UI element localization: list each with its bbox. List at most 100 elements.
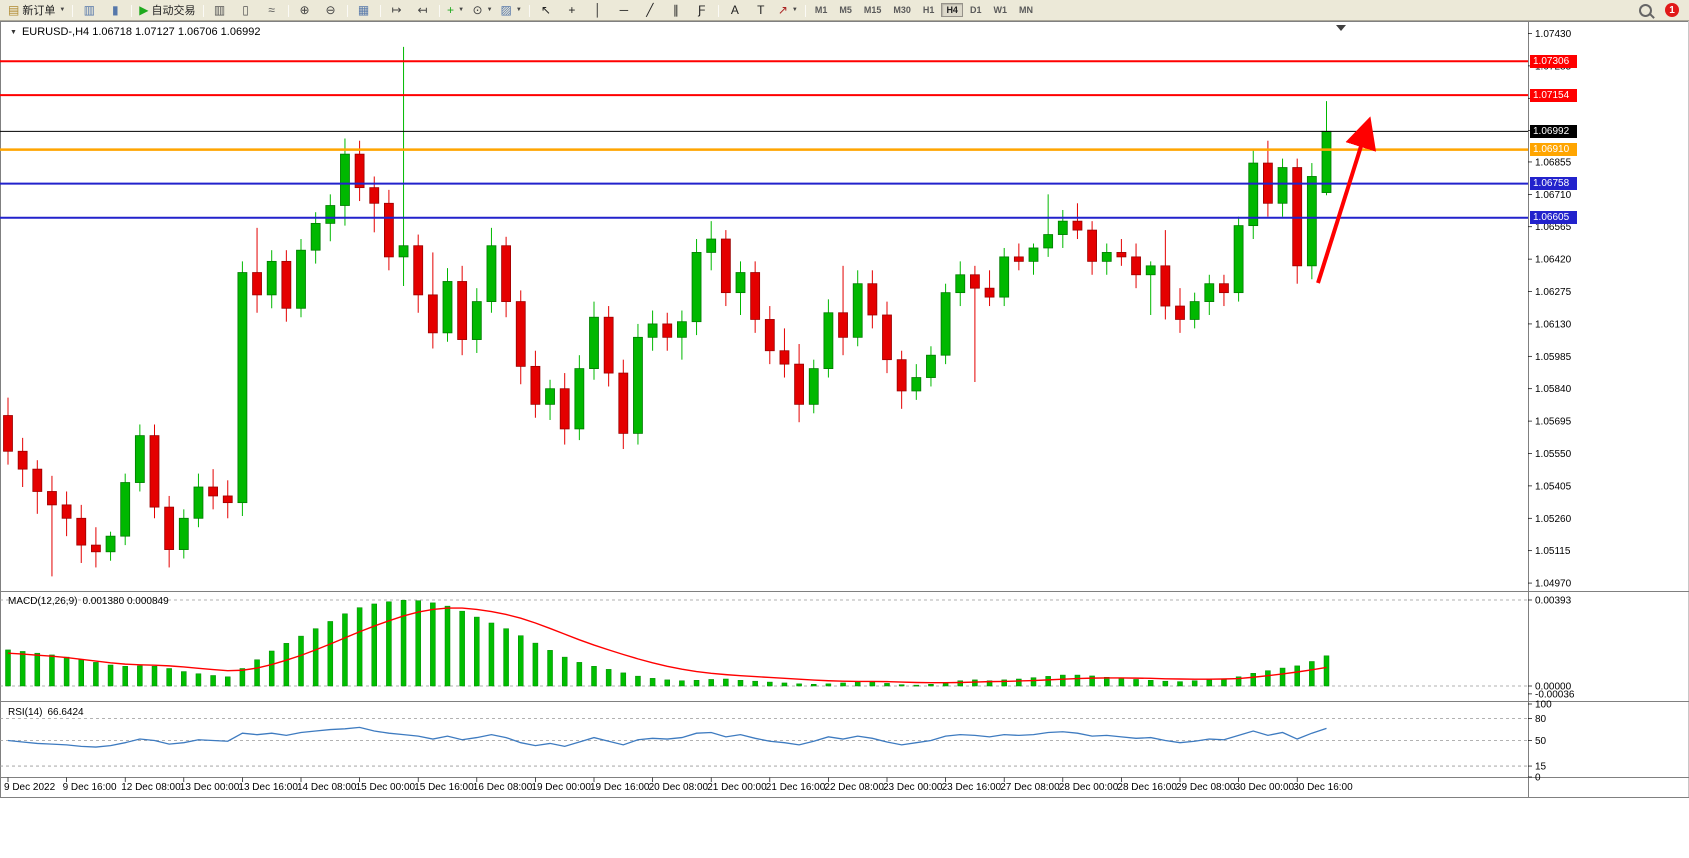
auto-scroll-button[interactable]: ↦ [384, 0, 410, 20]
bar-chart-type-button[interactable]: ▥ [207, 0, 233, 20]
price-axis-label: 1.05260 [1535, 514, 1572, 525]
chart-shift-button[interactable]: ↤ [410, 0, 436, 20]
chart-shift-marker[interactable] [1336, 25, 1346, 31]
periods-icon: ⊙ [472, 3, 483, 17]
new-order-button[interactable]: ▤ 新订单 ▼ [4, 0, 69, 20]
candle-body [1175, 305, 1185, 320]
macd-histogram-bar [356, 607, 363, 687]
periods-button[interactable]: ⊙ ▼ [469, 0, 497, 20]
macd-histogram-bar [752, 680, 758, 687]
time-axis-label: 19 Dec 16:00 [590, 782, 650, 793]
macd-histogram-bar [488, 622, 495, 687]
chart-canvas[interactable]: 1.074301.072851.071401.069951.068551.067… [0, 21, 1689, 858]
auto-trading-button[interactable]: ▶ 自动交易 [135, 0, 199, 20]
horizontal-line-icon: ─ [619, 3, 629, 17]
time-axis-label: 9 Dec 2022 [4, 782, 56, 793]
time-axis-label: 21 Dec 16:00 [766, 782, 826, 793]
candle-body [105, 535, 116, 553]
indicators-button[interactable]: + ▼ [443, 0, 469, 20]
arrows-button[interactable]: ↗ ▼ [774, 0, 802, 20]
candle-body [354, 153, 365, 189]
templates-button[interactable]: ▨ ▼ [497, 0, 526, 20]
candle-body [178, 517, 189, 550]
macd-histogram-bar [547, 650, 553, 687]
timeframe-button-H1[interactable]: H1 [922, 5, 935, 15]
macd-histogram-bar [1265, 670, 1271, 687]
rsi-axis-label: 50 [1535, 736, 1547, 747]
equidistant-channel-button[interactable]: ∥ [663, 0, 689, 20]
price-axis-label: 1.06565 [1535, 222, 1572, 233]
macd-histogram-bar [1206, 679, 1213, 687]
macd-histogram-bar [1089, 675, 1095, 687]
chart-shift-icon: ↤ [417, 3, 428, 17]
chart-candles-button[interactable]: ▮ [102, 0, 128, 20]
time-axis-label: 12 Dec 08:00 [121, 782, 181, 793]
text-button[interactable]: A [722, 0, 748, 20]
price-level-badge: 1.07306 [1530, 54, 1577, 68]
fibonacci-button[interactable]: Ƒ [689, 0, 715, 20]
candlestick-chart-type-button[interactable]: ▯ [233, 0, 259, 20]
candle-body [808, 368, 819, 405]
macd-histogram-bar [312, 628, 319, 687]
candle-body [76, 517, 87, 546]
macd-histogram-bar [620, 672, 627, 687]
timeframe-button-MN[interactable]: MN [1018, 5, 1033, 15]
rsi-axis-label: 80 [1535, 714, 1547, 725]
search-button[interactable] [1633, 0, 1659, 20]
text-icon: A [730, 3, 739, 17]
trend-arrow[interactable] [1316, 116, 1377, 284]
macd-histogram-bar [342, 613, 348, 687]
macd-histogram-bar [225, 676, 231, 687]
candle-body [852, 283, 863, 338]
trendline-button[interactable]: ╱ [637, 0, 663, 20]
macd-histogram-bar [137, 665, 143, 687]
symbol-dropdown-icon[interactable]: ▼ [10, 28, 17, 36]
line-chart-type-button[interactable]: ≈ [259, 0, 285, 20]
timeframe-button-M5[interactable]: M5 [839, 5, 852, 15]
chart-bars-button[interactable]: ▥ [76, 0, 102, 20]
candlestick-chart-type-icon: ▯ [242, 3, 249, 17]
zoom-in-button[interactable]: ⊕ [292, 0, 318, 20]
vertical-line-button[interactable]: │ [585, 0, 611, 20]
crosshair-button[interactable]: + [559, 0, 585, 20]
timeframe-button-M1[interactable]: M1 [814, 5, 828, 15]
candle-body [134, 435, 145, 483]
macd-label-text: MACD(12,26,9) [8, 596, 78, 607]
time-axis-label: 14 Dec 08:00 [297, 782, 357, 793]
chart-bars-icon: ▥ [83, 3, 95, 17]
candle-body [471, 301, 482, 340]
text-label-button[interactable]: T [748, 0, 774, 20]
candle-body [501, 245, 512, 302]
macd-histogram-bar [503, 628, 509, 687]
timeframe-button-D1[interactable]: D1 [969, 5, 982, 15]
candle-body [559, 388, 570, 430]
price-level-badge: 1.06910 [1530, 143, 1577, 157]
timeframe-button-M30[interactable]: M30 [893, 5, 911, 15]
macd-histogram-bar [107, 664, 114, 687]
timeframe-button-M15[interactable]: M15 [863, 5, 882, 15]
macd-histogram-bar [869, 681, 876, 687]
time-axis-label: 28 Dec 00:00 [1059, 782, 1119, 793]
tile-windows-button[interactable]: ▦ [351, 0, 377, 20]
rsi-label-text: RSI(14) [8, 707, 43, 718]
tile-windows-icon: ▦ [357, 3, 370, 17]
notification-badge[interactable]: 1 [1665, 3, 1679, 17]
bar-chart-type-icon: ▥ [213, 3, 226, 17]
candle-body [1160, 265, 1171, 307]
cursor-button[interactable]: ↖ [533, 0, 559, 20]
horizontal-line-button[interactable]: ─ [611, 0, 637, 20]
timeframe-button-W1[interactable]: W1 [993, 5, 1007, 15]
toolbar-separator [202, 5, 204, 17]
macd-histogram-bar [986, 680, 993, 687]
candle-body [677, 321, 687, 338]
macd-histogram-bar [576, 662, 583, 687]
toolbar-separator [72, 5, 74, 17]
candle-body [647, 323, 658, 338]
timeframe-button-H4[interactable]: H4 [941, 3, 963, 17]
vertical-line-icon: │ [594, 3, 602, 17]
zoom-out-button[interactable]: ⊖ [318, 0, 344, 20]
candle-body [164, 506, 175, 550]
macd-histogram-bar [649, 678, 656, 687]
toolbar-separator [528, 5, 530, 17]
candle-body [691, 252, 702, 323]
